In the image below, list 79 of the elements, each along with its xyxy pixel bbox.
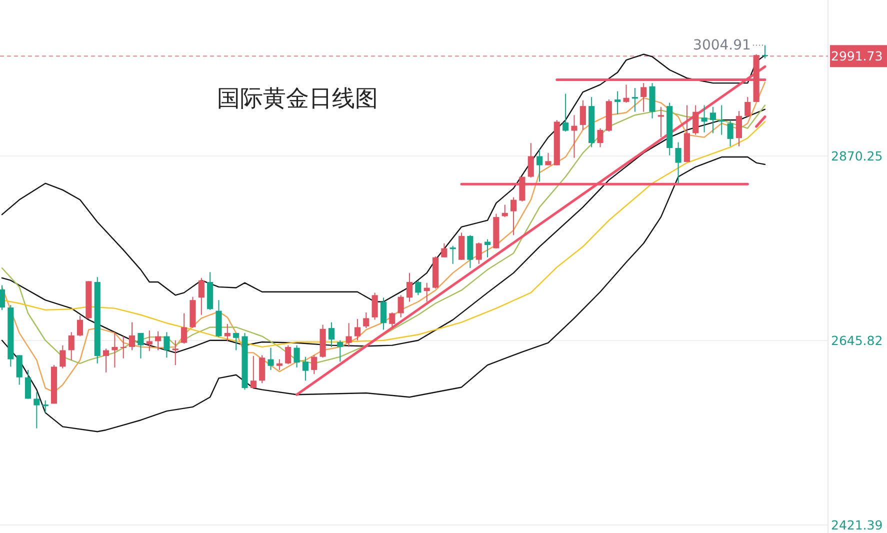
candlestick <box>268 347 274 370</box>
candlestick <box>389 312 396 328</box>
candlestick <box>658 106 664 138</box>
candlestick <box>181 312 188 344</box>
candlestick <box>571 114 578 158</box>
annotation: 3004.91 <box>693 37 751 54</box>
candlestick <box>34 392 40 429</box>
candlestick <box>155 330 162 351</box>
candlestick <box>172 340 178 366</box>
candlestick <box>441 242 448 258</box>
candlestick <box>519 176 526 202</box>
candlestick <box>103 348 110 373</box>
candlestick <box>138 332 144 359</box>
candlestick <box>510 196 517 236</box>
candlestick <box>224 323 230 342</box>
candlestick <box>580 100 586 130</box>
candlestick <box>146 330 152 352</box>
candlestick <box>536 149 543 182</box>
candlestick <box>597 128 604 148</box>
line-series <box>1 156 766 432</box>
candlestick <box>250 355 256 389</box>
candlestick <box>614 90 621 115</box>
candlestick <box>562 93 569 132</box>
text: 国际黄金日线图 <box>217 86 378 112</box>
candlestick <box>406 272 413 302</box>
candlestick <box>692 104 699 136</box>
candlestick <box>718 104 725 136</box>
candlestick <box>424 282 430 302</box>
candlestick <box>233 332 240 351</box>
candlestick <box>701 104 708 133</box>
candlestick <box>129 322 136 351</box>
candlestick <box>24 369 32 400</box>
y-tick-label: 2421.39 <box>831 518 883 533</box>
candlestick <box>16 354 22 386</box>
candlestick <box>675 142 682 184</box>
candlestick <box>545 152 552 166</box>
candlestick <box>484 238 491 258</box>
candlestick <box>68 332 74 361</box>
candlestick <box>0 284 6 310</box>
candlestick <box>311 354 318 375</box>
candlestick <box>276 358 282 370</box>
ref-line-label: 2991.73 <box>831 48 883 64</box>
candlestick <box>415 280 422 296</box>
candlestick <box>302 356 308 382</box>
candlestick <box>328 322 334 348</box>
y-tick-label: 2870.25 <box>831 148 883 164</box>
candlestick <box>259 354 266 384</box>
candlestick <box>294 344 300 368</box>
candlestick <box>744 96 751 118</box>
candlestick <box>112 332 118 368</box>
candlestick <box>727 120 734 147</box>
candlestick <box>76 315 84 337</box>
candlestick <box>363 312 370 329</box>
candlestick <box>398 294 404 318</box>
candlestick <box>346 322 352 348</box>
candlestick <box>632 87 638 112</box>
candlestick <box>476 242 482 264</box>
candlestick <box>337 340 344 362</box>
candlestick <box>42 400 48 414</box>
line-series <box>1 82 766 393</box>
candlestick <box>458 232 465 260</box>
y-tick-label: 2645.82 <box>831 333 883 348</box>
candlestick <box>198 277 204 316</box>
candlestick <box>528 142 534 178</box>
candlestick <box>623 84 630 104</box>
candlestick <box>502 204 508 218</box>
candlestick <box>120 336 126 359</box>
candlestick <box>164 332 170 358</box>
candlestick <box>710 106 716 134</box>
candlestick <box>736 110 742 147</box>
candlestick <box>762 44 768 59</box>
candlestick <box>450 245 456 264</box>
candlestick <box>354 318 361 341</box>
candlestick <box>640 82 647 112</box>
candlestick <box>372 292 378 320</box>
candlestick <box>467 234 474 269</box>
candlestick <box>285 344 292 365</box>
candlestick <box>380 297 387 330</box>
candlestick <box>60 344 66 369</box>
